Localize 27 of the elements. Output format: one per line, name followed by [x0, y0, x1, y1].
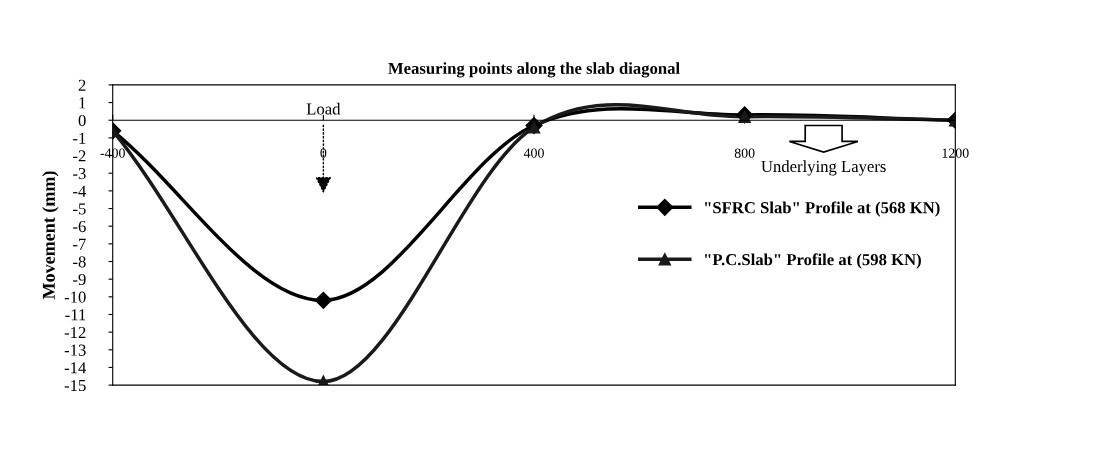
annotation: Load — [306, 102, 341, 115]
chart-title: Measuring points along the slab diagonal — [388, 62, 680, 78]
y-axis-title: Movement (mm) — [42, 171, 59, 300]
y-tick-label: -13 — [64, 344, 86, 356]
legend-label: "SFRC Slab" Profile at (568 KN) — [704, 201, 940, 217]
y-tick-label: -15 — [64, 379, 86, 392]
y-tick-label: 0 — [78, 114, 86, 127]
y-tick-label: -6 — [73, 220, 86, 233]
y-tick-label: -7 — [73, 238, 86, 250]
y-tick-label: 1 — [79, 97, 86, 109]
y-tick-label: -5 — [73, 203, 86, 215]
x-tick-label: 800 — [734, 148, 755, 158]
y-tick-label: -3 — [73, 167, 86, 180]
y-tick-label: -2 — [73, 150, 86, 162]
y-tick-label: -12 — [64, 326, 86, 338]
annotation: Underlying Layers — [761, 160, 886, 176]
y-tick-label: -11 — [65, 309, 86, 321]
y-tick-label: -9 — [73, 273, 86, 286]
y-tick-label: 2 — [78, 79, 86, 91]
y-tick-label: -10 — [64, 291, 86, 303]
x-tick-label: 400 — [523, 148, 544, 158]
y-tick-label: -8 — [73, 256, 86, 268]
x-tick-label: 0 — [320, 148, 327, 158]
y-tick-label: -14 — [64, 362, 87, 374]
legend-label: "P.C.Slab" Profile at (598 KN) — [704, 253, 921, 269]
y-tick-label: -1 — [73, 132, 86, 144]
y-tick-label: -4 — [73, 185, 87, 197]
